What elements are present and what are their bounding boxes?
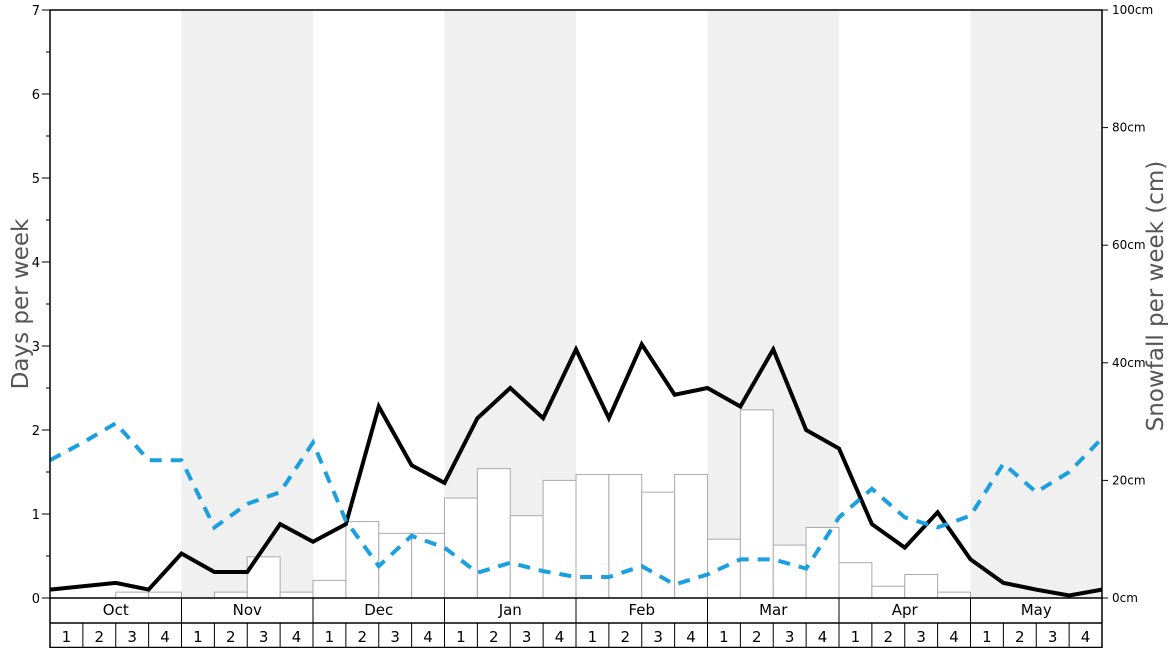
snowfall-bar — [608, 474, 643, 599]
week-label: 1 — [62, 628, 72, 646]
right-tick-label: 60cm — [1112, 238, 1146, 252]
snowfall-bar — [279, 591, 314, 599]
right-tick-label: 20cm — [1112, 473, 1146, 487]
week-label: 1 — [325, 628, 335, 646]
week-label: 3 — [127, 628, 137, 646]
snowfall-bar — [805, 526, 840, 599]
month-label: Apr — [892, 601, 919, 619]
x-axis-table: Oct 1 2 3 4 Nov 1 2 3 4 Dec 1 2 3 4 Jan 1 2 3 4 Feb 1 2 3 4 Mar 1 2… — [49, 598, 1103, 648]
snowfall-bar — [509, 515, 544, 599]
week-label: 1 — [982, 628, 992, 646]
left-tick-label: 7 — [32, 4, 40, 19]
week-label: 3 — [259, 628, 269, 646]
week-label: 4 — [686, 628, 696, 646]
week-label: 4 — [949, 628, 959, 646]
month-label: Nov — [233, 601, 262, 619]
week-label: 4 — [292, 628, 302, 646]
week-label: 1 — [193, 628, 203, 646]
snowfall-bar — [542, 479, 577, 599]
snowfall-bar — [345, 521, 380, 599]
snowfall-bar — [115, 591, 150, 599]
week-label: 2 — [489, 628, 499, 646]
month-label: Jan — [498, 601, 522, 619]
snowfall-bar — [674, 474, 708, 599]
week-label: 3 — [785, 628, 795, 646]
month-shading-layer — [181, 10, 1102, 598]
data-lines — [49, 340, 1104, 598]
snowfall-bar — [148, 591, 182, 599]
snowfall-bar — [871, 585, 906, 599]
month-label: Mar — [759, 601, 788, 619]
snowfall-bar — [246, 556, 281, 599]
week-label: 1 — [851, 628, 861, 646]
month-label: May — [1021, 601, 1052, 619]
month-label: Feb — [628, 601, 655, 619]
week-label: 4 — [423, 628, 433, 646]
right-axis-title: Snowfall per week (cm) — [1143, 161, 1168, 432]
week-label: 2 — [226, 628, 236, 646]
snowfall-bars — [115, 409, 971, 599]
snowfall-bar — [772, 544, 807, 599]
left-tick-label: 1 — [32, 508, 40, 523]
snowfall-bar — [575, 474, 610, 599]
week-label: 3 — [522, 628, 532, 646]
left-tick-label: 3 — [32, 340, 40, 355]
month-label: Dec — [364, 601, 393, 619]
dashed-blue-line — [49, 420, 1104, 587]
left-tick-label: 0 — [32, 592, 40, 607]
snowfall-bar — [838, 562, 873, 599]
snowfall-bar — [378, 532, 413, 599]
week-label: 1 — [719, 628, 729, 646]
snowfall-bar — [312, 579, 347, 599]
right-tick-label: 40cm — [1112, 356, 1146, 370]
left-tick-label: 6 — [32, 88, 40, 103]
week-label: 3 — [653, 628, 663, 646]
week-label: 3 — [390, 628, 400, 646]
week-label: 2 — [1015, 628, 1025, 646]
right-tick-label: 0cm — [1112, 591, 1138, 605]
left-tick-label: 4 — [32, 256, 40, 271]
week-label: 2 — [621, 628, 631, 646]
week-label: 1 — [588, 628, 598, 646]
week-label: 2 — [752, 628, 762, 646]
week-label: 2 — [95, 628, 105, 646]
snowfall-bar — [904, 573, 939, 599]
left-tick-label: 5 — [32, 172, 40, 187]
month-label: Oct — [103, 601, 129, 619]
snowfall-bar — [213, 591, 248, 599]
week-label: 2 — [884, 628, 894, 646]
left-tick-label: 2 — [32, 424, 40, 439]
week-label: 3 — [1048, 628, 1058, 646]
week-label: 4 — [1081, 628, 1091, 646]
month-band-nov — [181, 10, 313, 598]
snowfall-bar — [444, 497, 478, 599]
week-label: 4 — [818, 628, 828, 646]
week-label: 2 — [358, 628, 368, 646]
left-axis-title: Days per week — [8, 218, 34, 389]
right-axis: 0cm 20cm 40cm 60cm 80cm 100cm — [1102, 3, 1153, 605]
right-tick-label: 100cm — [1112, 3, 1153, 17]
week-label: 4 — [555, 628, 565, 646]
week-label: 4 — [160, 628, 170, 646]
month-band-may — [970, 10, 1102, 598]
snowfall-bar — [739, 409, 774, 599]
left-axis: 0 1 2 3 4 5 6 7 — [32, 4, 50, 607]
week-label: 1 — [456, 628, 466, 646]
snowfall-bar — [937, 591, 971, 599]
week-label: 3 — [916, 628, 926, 646]
right-tick-label: 80cm — [1112, 121, 1146, 135]
snowfall-bar — [476, 468, 511, 599]
